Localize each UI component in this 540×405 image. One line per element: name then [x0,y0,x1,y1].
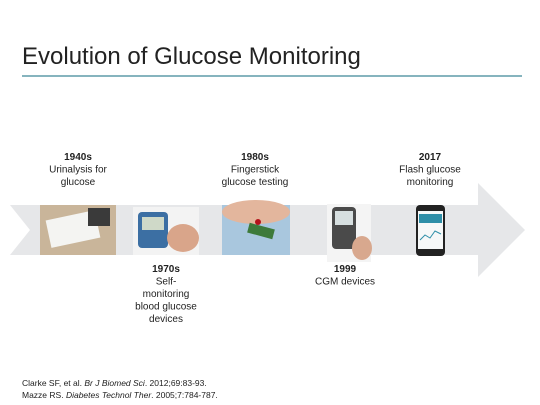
image-urinalysis [40,205,116,255]
event-description: CGM devices [315,277,375,288]
reference-part: Clarke SF, et al. [22,378,84,388]
event-description: Flash glucose [399,165,461,176]
event-description: devices [149,314,183,325]
reference-part: . 2005;7:784-787. [151,390,218,400]
reference-part: Br J Biomed Sci [84,378,146,388]
event-year: 2017 [419,152,442,163]
event-description: glucose testing [222,177,289,188]
event-description: blood glucose [135,302,197,313]
slide-title: Evolution of Glucose Monitoring [22,43,361,70]
reference-part: Mazze RS. [22,390,66,400]
reference: Mazze RS. Diabetes Technol Ther. 2005;7:… [22,390,218,400]
image-flash-monitor [416,205,445,256]
event-description: glucose [61,177,96,188]
event-year: 1999 [334,264,357,275]
event-description: monitoring [407,177,454,188]
event-year: 1940s [64,152,92,163]
image-fingerstick [222,200,290,255]
reference: Clarke SF, et al. Br J Biomed Sci. 2012;… [22,378,207,388]
event-year: 1980s [241,152,269,163]
event-description: Self- [156,277,177,288]
event-year: 1970s [152,264,180,275]
image-glucose-meter [133,207,199,255]
event-description: Fingerstick [231,165,280,176]
reference-part: . 2012;69:83-93. [145,378,207,388]
image-cgm [327,204,372,262]
event-description: Urinalysis for [49,165,107,176]
event-description: monitoring [143,289,190,300]
reference-part: Diabetes Technol Ther [66,390,152,400]
